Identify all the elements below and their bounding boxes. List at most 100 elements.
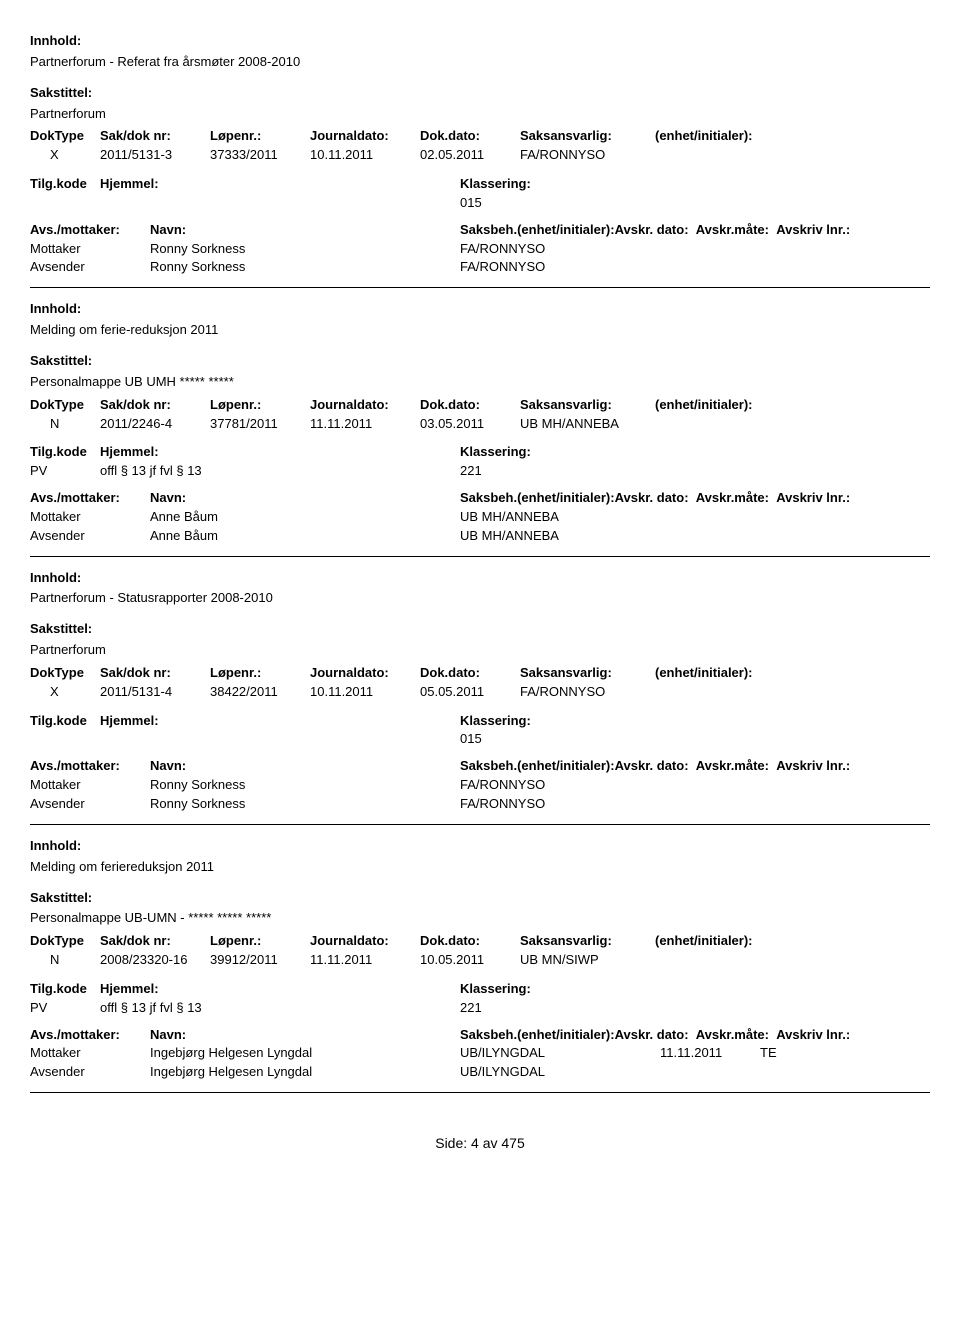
party-type: Avsender [30,527,150,546]
record-separator [30,287,930,288]
party-avskrmate: TE [760,1044,860,1063]
sakstittel-value: Partnerforum [30,105,930,124]
label-avskrlnr: Avskriv lnr.: [776,221,850,240]
journaldato-value: 11.11.2011 [310,951,420,970]
party-saksbeh: UB/ILYNGDAL [460,1063,660,1082]
klass-value-row: 015 [30,730,930,749]
hjemmel-value: offl § 13 jf fvl § 13 [100,999,460,1018]
label-innhold: Innhold: [30,32,930,51]
hjemmel-value: offl § 13 jf fvl § 13 [100,462,460,481]
label-sakstittel: Sakstittel: [30,352,930,371]
label-sakdok: Sak/dok nr: [100,664,210,683]
dokdato-value: 05.05.2011 [420,683,520,702]
label-tilgkode: Tilg.kode [30,980,100,999]
party-type: Avsender [30,258,150,277]
label-avsmottaker: Avs./mottaker: [30,489,150,508]
label-lopenr: Løpenr.: [210,127,310,146]
label-hjemmel: Hjemmel: [100,712,460,731]
party-row: AvsenderRonny SorknessFA/RONNYSO [30,258,930,277]
record-separator [30,556,930,557]
party-row: MottakerRonny SorknessFA/RONNYSO [30,776,930,795]
label-innhold: Innhold: [30,837,930,856]
record-separator [30,824,930,825]
party-saksbeh: UB MH/ANNEBA [460,527,660,546]
label-tilgkode: Tilg.kode [30,443,100,462]
party-name: Ronny Sorkness [150,795,460,814]
party-name: Ingebjørg Helgesen Lyngdal [150,1044,460,1063]
doktype-value: N [30,415,100,434]
klass-value-row: PVoffl § 13 jf fvl § 13221 [30,999,930,1018]
label-doktype: DokType [30,396,100,415]
sakstittel-value: Personalmappe UB-UMN - ***** ***** ***** [30,909,930,928]
party-name: Anne Båum [150,508,460,527]
label-journaldato: Journaldato: [310,932,420,951]
label-sakdok: Sak/dok nr: [100,932,210,951]
sakdok-value: 2008/23320-16 [100,951,210,970]
party-name: Anne Båum [150,527,460,546]
lopenr-value: 38422/2011 [210,683,310,702]
label-tilgkode: Tilg.kode [30,712,100,731]
label-avsmottaker: Avs./mottaker: [30,1026,150,1045]
party-avskrmate [760,795,860,814]
party-avskrmate [760,776,860,795]
label-dokdato: Dok.dato: [420,664,520,683]
klass-value-row: 015 [30,194,930,213]
saksansvarlig-value: UB MH/ANNEBA [520,415,655,434]
innhold-value: Melding om ferie-reduksjon 2011 [30,321,930,340]
klassering-value: 221 [460,462,660,481]
label-saksansvarlig: Saksansvarlig: [520,932,655,951]
label-saksbeh: Saksbeh.(enhet/initialer): [460,489,615,508]
klass-value-row: PVoffl § 13 jf fvl § 13221 [30,462,930,481]
label-journaldato: Journaldato: [310,664,420,683]
party-type: Avsender [30,1063,150,1082]
label-navn: Navn: [150,1026,460,1045]
label-enhet: (enhet/initialer): [655,664,795,683]
journal-record: Innhold:Melding om ferie-reduksjon 2011S… [30,300,930,545]
journaldato-value: 11.11.2011 [310,415,420,434]
doc-value-row: N2011/2246-437781/201111.11.201103.05.20… [30,415,930,434]
lopenr-value: 39912/2011 [210,951,310,970]
journaldato-value: 10.11.2011 [310,683,420,702]
label-avsmottaker: Avs./mottaker: [30,757,150,776]
journal-record: Innhold:Melding om feriereduksjon 2011Sa… [30,837,930,1082]
party-type: Avsender [30,795,150,814]
doc-value-row: X2011/5131-337333/201110.11.201102.05.20… [30,146,930,165]
page-footer: Side: 4 av 475 [30,1133,930,1153]
label-avskrmate: Avskr.måte: [696,757,776,776]
doktype-value: X [30,683,100,702]
label-doktype: DokType [30,127,100,146]
record-separator [30,1092,930,1093]
klass-label-row: Tilg.kodeHjemmel:Klassering: [30,980,930,999]
label-navn: Navn: [150,757,460,776]
klassering-value: 221 [460,999,660,1018]
party-avskrmate [760,258,860,277]
party-row: AvsenderAnne BåumUB MH/ANNEBA [30,527,930,546]
label-enhet: (enhet/initialer): [655,127,795,146]
label-avskrdato: Avskr. dato: [615,1026,696,1045]
lopenr-value: 37333/2011 [210,146,310,165]
party-avskrdato [660,508,760,527]
party-saksbeh: FA/RONNYSO [460,258,660,277]
party-header-row: Avs./mottaker:Navn:Saksbeh.(enhet/initia… [30,489,930,508]
tilgkode-value [30,730,100,749]
label-tilgkode: Tilg.kode [30,175,100,194]
party-name: Ronny Sorkness [150,240,460,259]
party-header-row: Avs./mottaker:Navn:Saksbeh.(enhet/initia… [30,1026,930,1045]
saksansvarlig-value: FA/RONNYSO [520,683,655,702]
party-avskrdato [660,240,760,259]
label-avskrdato: Avskr. dato: [615,221,696,240]
dokdato-value: 03.05.2011 [420,415,520,434]
journal-record: Innhold:Partnerforum - Statusrapporter 2… [30,569,930,814]
party-saksbeh: UB/ILYNGDAL [460,1044,660,1063]
doc-header-row: DokTypeSak/dok nr:Løpenr.:Journaldato:Do… [30,396,930,415]
sakdok-value: 2011/5131-3 [100,146,210,165]
party-type: Mottaker [30,508,150,527]
party-row: MottakerIngebjørg Helgesen LyngdalUB/ILY… [30,1044,930,1063]
label-lopenr: Løpenr.: [210,664,310,683]
label-saksansvarlig: Saksansvarlig: [520,396,655,415]
sakstittel-value: Partnerforum [30,641,930,660]
label-navn: Navn: [150,489,460,508]
label-avskrmate: Avskr.måte: [696,1026,776,1045]
hjemmel-value [100,730,460,749]
label-avskrlnr: Avskriv lnr.: [776,1026,850,1045]
